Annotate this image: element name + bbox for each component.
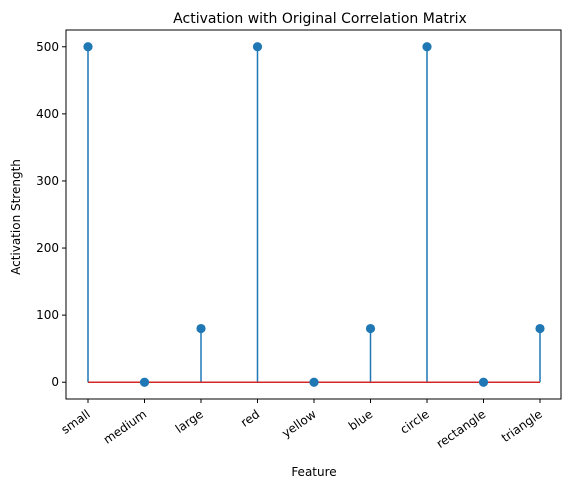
- y-tick-label: 500: [36, 40, 59, 54]
- stem-marker: [83, 42, 93, 52]
- x-tick-label: small: [59, 407, 93, 437]
- x-tick-label: large: [173, 407, 206, 436]
- y-tick-label: 0: [51, 375, 59, 389]
- stem-marker: [139, 377, 150, 387]
- x-tick-label: circle: [398, 407, 432, 437]
- x-tick-label: blue: [346, 407, 375, 433]
- x-tick-label: red: [238, 407, 262, 430]
- stem-marker: [478, 377, 489, 387]
- x-tick-label: medium: [101, 407, 149, 447]
- stem-marker: [365, 323, 376, 334]
- stem-marker: [252, 42, 263, 52]
- stem-marker: [422, 42, 432, 52]
- y-axis-label: Activation Strength: [9, 159, 23, 275]
- plot-frame: [65, 29, 562, 400]
- x-axis: small medium large red yellow blue circle recta…: [59, 399, 545, 451]
- stem-marker: [535, 323, 545, 334]
- y-axis: 0 100 200 300 400 500: [36, 40, 66, 389]
- y-tick-label: 200: [36, 241, 59, 255]
- stem-marker: [196, 323, 206, 334]
- plot-area: [65, 29, 562, 400]
- chart-title: Activation with Original Correlation Mat…: [173, 11, 467, 27]
- x-tick-label: triangle: [499, 407, 545, 445]
- stem-marker: [309, 377, 319, 387]
- x-tick-label: yellow: [279, 407, 319, 441]
- y-tick-label: 100: [36, 308, 59, 322]
- y-tick-label: 300: [36, 174, 59, 188]
- y-tick-label: 400: [36, 107, 59, 121]
- x-tick-label: rectangle: [434, 407, 488, 451]
- x-axis-label: Feature: [291, 465, 336, 479]
